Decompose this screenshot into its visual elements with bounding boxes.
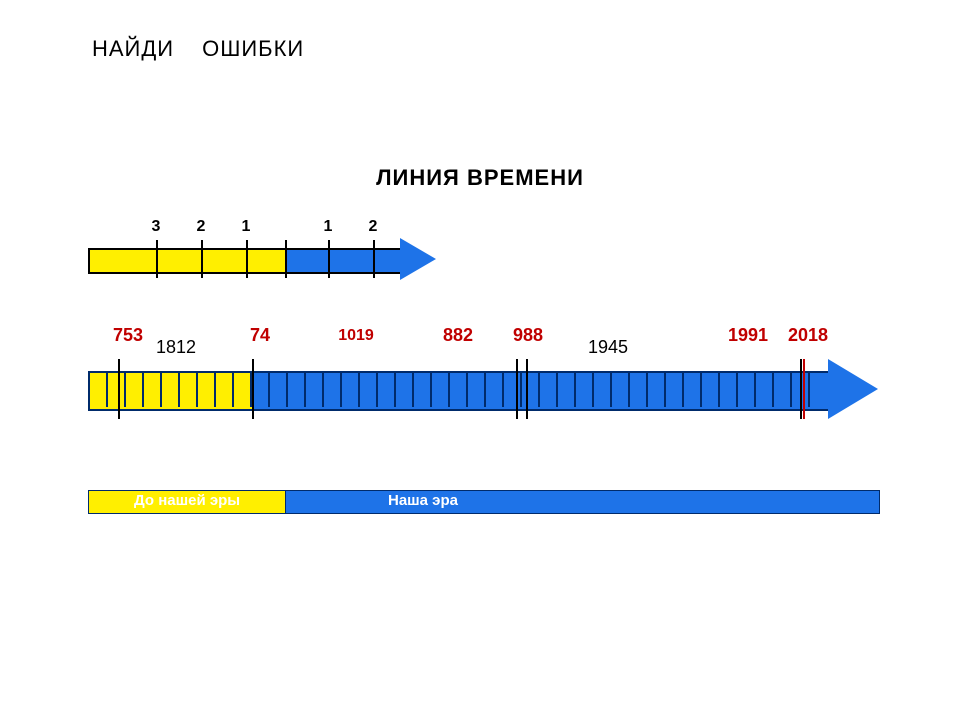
a2-year-label: 753 — [113, 325, 143, 346]
a2-seg — [646, 371, 648, 407]
a2-seg — [772, 371, 774, 407]
a2-seg — [682, 371, 684, 407]
a2-seg — [790, 371, 792, 407]
a2-seg — [592, 371, 594, 407]
a2-mark — [526, 359, 528, 419]
a2-seg — [502, 371, 504, 407]
a2-seg — [196, 371, 198, 407]
a1-tick — [373, 240, 375, 278]
a2-seg — [394, 371, 396, 407]
a2-seg — [556, 371, 558, 407]
a2-year-label: 1945 — [588, 337, 628, 358]
a2-mark — [800, 359, 802, 419]
a1-tick-label: 1 — [242, 218, 251, 236]
a2-year-label: 74 — [250, 325, 270, 346]
a2-seg — [700, 371, 702, 407]
a2-year-label: 2018 — [788, 325, 828, 346]
a1-tick-label: 2 — [369, 218, 378, 236]
a2-seg — [520, 371, 522, 407]
a2-seg — [610, 371, 612, 407]
a2-mark — [803, 359, 805, 419]
a2-seg — [304, 371, 306, 407]
a2-seg — [286, 371, 288, 407]
a2-seg — [808, 371, 810, 407]
a2-seg — [214, 371, 216, 407]
legend-ad-text: Наша эра — [388, 492, 458, 509]
a2-seg — [124, 371, 126, 407]
a2-seg — [574, 371, 576, 407]
a2-seg — [628, 371, 630, 407]
a2-seg — [268, 371, 270, 407]
a2-year-label: 988 — [513, 325, 543, 346]
a2-seg — [376, 371, 378, 407]
a2-seg — [736, 371, 738, 407]
instruction: НАЙДИ ОШИБКИ — [92, 36, 304, 62]
a2-seg — [178, 371, 180, 407]
instr-word1: НАЙДИ — [92, 36, 174, 61]
a1-yellow — [88, 248, 287, 274]
a2-seg — [754, 371, 756, 407]
a1-blue — [285, 248, 404, 274]
a2-mark — [118, 359, 120, 419]
a2-seg — [160, 371, 162, 407]
a2-yellow — [88, 371, 254, 411]
a2-seg — [340, 371, 342, 407]
legend-bar: До нашей эры Наша эра — [88, 490, 878, 512]
a2-year-label: 1991 — [728, 325, 768, 346]
a1-zero-tick — [285, 240, 287, 278]
a2-year-label: 1019 — [338, 327, 374, 345]
a2-seg — [412, 371, 414, 407]
a2-seg — [448, 371, 450, 407]
a1-tick — [156, 240, 158, 278]
a2-seg — [430, 371, 432, 407]
page: НАЙДИОШИБКИ ЛИНИЯ ВРЕМЕНИ 32112 75318127… — [0, 0, 960, 720]
a2-seg — [142, 371, 144, 407]
a1-tick — [201, 240, 203, 278]
legend-ad — [285, 490, 880, 514]
a2-seg — [232, 371, 234, 407]
a2-mark — [516, 359, 518, 419]
a2-seg — [466, 371, 468, 407]
a1-tick-label: 3 — [152, 218, 161, 236]
large-timeline-arrow: 7531812741019882988194519912018 — [88, 365, 898, 413]
legend-bc-text: До нашей эры — [134, 492, 240, 509]
a2-seg — [718, 371, 720, 407]
a1-arrowhead — [400, 238, 436, 280]
a1-tick-label: 1 — [324, 218, 333, 236]
a2-seg — [106, 371, 108, 407]
small-timeline-arrow: 32112 — [88, 240, 448, 274]
a2-seg — [664, 371, 666, 407]
a2-seg — [322, 371, 324, 407]
instr-word2: ОШИБКИ — [202, 36, 304, 61]
a2-seg — [358, 371, 360, 407]
a1-tick-label: 2 — [197, 218, 206, 236]
a1-tick — [246, 240, 248, 278]
a2-mark — [252, 359, 254, 419]
a1-tick — [328, 240, 330, 278]
a2-seg — [484, 371, 486, 407]
a2-blue — [252, 371, 832, 411]
a2-year-label: 1812 — [156, 337, 196, 358]
a2-seg — [538, 371, 540, 407]
a2-year-label: 882 — [443, 325, 473, 346]
a2-arrowhead — [828, 359, 878, 419]
diagram-title: ЛИНИЯ ВРЕМЕНИ — [0, 165, 960, 191]
